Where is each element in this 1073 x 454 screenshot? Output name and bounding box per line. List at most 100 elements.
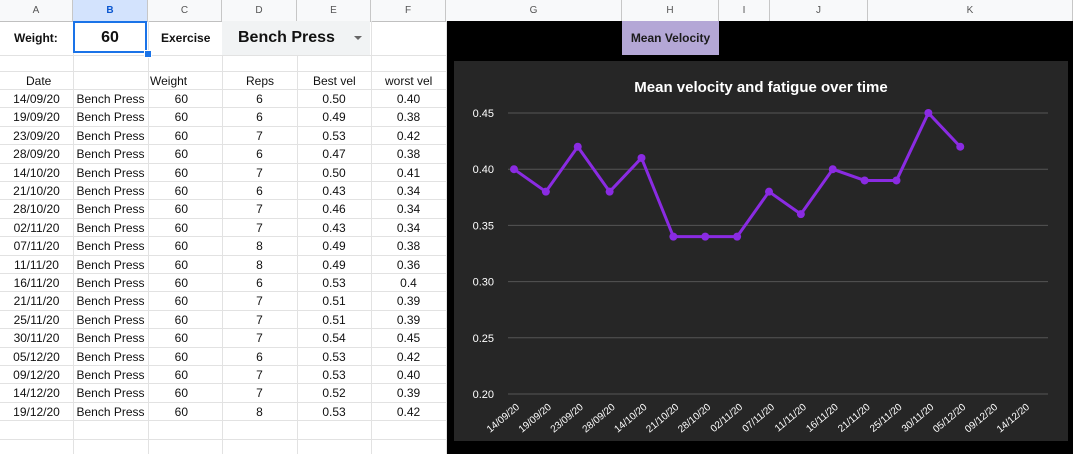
table-cell[interactable]: 02/11/20 — [13, 221, 60, 235]
table-cell[interactable]: Bench Press — [76, 110, 145, 124]
table-cell[interactable]: 19/12/20 — [13, 405, 60, 419]
table-cell[interactable]: 0.49 — [322, 110, 346, 124]
table-cell[interactable]: 60 — [174, 110, 188, 124]
table-cell[interactable]: Bench Press — [76, 166, 145, 180]
table-cell[interactable]: Bench Press — [76, 221, 145, 235]
table-cell[interactable]: 0.41 — [396, 166, 421, 180]
column-header-e[interactable]: E — [297, 0, 371, 21]
table-cell[interactable]: 60 — [174, 166, 188, 180]
table-cell[interactable]: 0.39 — [396, 294, 421, 308]
table-cell[interactable]: 60 — [174, 239, 188, 253]
table-cell[interactable]: 0.34 — [396, 184, 421, 198]
table-cell[interactable]: 0.40 — [396, 92, 421, 106]
table-cell[interactable]: 60 — [174, 350, 188, 364]
table-cell[interactable]: 7 — [256, 386, 263, 400]
table-cell[interactable]: 0.45 — [396, 331, 421, 345]
table-cell[interactable]: 14/10/20 — [13, 166, 60, 180]
table-cell[interactable]: Bench Press — [76, 239, 145, 253]
table-cell[interactable]: 0.34 — [396, 221, 421, 235]
table-cell[interactable]: 0.38 — [396, 147, 421, 161]
table-cell[interactable]: 0.43 — [322, 184, 346, 198]
table-cell[interactable]: 7 — [256, 331, 263, 345]
table-cell[interactable]: 28/10/20 — [13, 202, 60, 216]
table-cell[interactable]: Bench Press — [76, 368, 145, 382]
table-cell[interactable]: 7 — [256, 202, 263, 216]
table-cell[interactable]: 05/12/20 — [13, 350, 60, 364]
table-cell[interactable]: 0.34 — [396, 202, 421, 216]
column-header-d[interactable]: D — [222, 0, 297, 21]
table-cell[interactable]: 21/10/20 — [13, 184, 60, 198]
table-cell[interactable]: 0.53 — [322, 350, 346, 364]
table-cell[interactable]: Bench Press — [76, 350, 145, 364]
table-cell[interactable]: 14/09/20 — [13, 92, 60, 106]
table-cell[interactable]: 0.49 — [322, 239, 346, 253]
table-cell[interactable]: 8 — [256, 258, 263, 272]
table-cell[interactable]: 60 — [174, 221, 188, 235]
table-cell[interactable]: 60 — [174, 129, 188, 143]
table-cell[interactable]: 09/12/20 — [13, 368, 60, 382]
table-cell[interactable]: 0.42 — [396, 129, 421, 143]
table-cell[interactable]: 60 — [174, 405, 188, 419]
table-cell[interactable]: 60 — [174, 184, 188, 198]
table-cell[interactable]: 14/12/20 — [13, 386, 60, 400]
table-cell[interactable]: 0.43 — [322, 221, 346, 235]
table-cell[interactable]: 6 — [256, 276, 263, 290]
table-cell[interactable]: 60 — [174, 368, 188, 382]
table-cell[interactable]: 7 — [256, 221, 263, 235]
table-cell[interactable]: 0.38 — [396, 239, 421, 253]
column-header-j[interactable]: J — [770, 0, 868, 21]
table-cell[interactable]: 7 — [256, 129, 263, 143]
table-cell[interactable]: Bench Press — [76, 184, 145, 198]
mean-velocity-button[interactable]: Mean Velocity — [622, 21, 719, 55]
table-cell[interactable]: 07/11/20 — [13, 239, 60, 253]
table-cell[interactable]: 0.42 — [396, 405, 421, 419]
table-cell[interactable]: 6 — [256, 184, 263, 198]
table-cell[interactable]: Bench Press — [76, 92, 145, 106]
table-cell[interactable]: 60 — [174, 294, 188, 308]
table-cell[interactable]: 7 — [256, 313, 263, 327]
table-cell[interactable]: 0.50 — [322, 92, 346, 106]
table-cell[interactable]: 6 — [256, 110, 263, 124]
table-cell[interactable]: 7 — [256, 368, 263, 382]
table-cell[interactable]: 60 — [174, 92, 188, 106]
table-cell[interactable]: 25/11/20 — [13, 313, 60, 327]
exercise-dropdown[interactable]: Bench Press — [222, 21, 370, 55]
weight-input-cell[interactable] — [73, 21, 147, 53]
column-header-h[interactable]: H — [622, 0, 719, 21]
table-cell[interactable]: 6 — [256, 350, 263, 364]
table-cell[interactable]: 16/11/20 — [13, 276, 60, 290]
table-cell[interactable]: 60 — [174, 276, 188, 290]
table-cell[interactable]: 0.4 — [400, 276, 417, 290]
table-cell[interactable]: 0.39 — [396, 313, 421, 327]
table-cell[interactable]: 0.39 — [396, 386, 421, 400]
table-cell[interactable]: 0.40 — [396, 368, 421, 382]
table-cell[interactable]: Bench Press — [76, 294, 145, 308]
table-cell[interactable]: 8 — [256, 405, 263, 419]
table-cell[interactable]: 60 — [174, 331, 188, 345]
velocity-line-chart[interactable]: Mean velocity and fatigue over time 0.20 0… — [454, 61, 1068, 441]
selection-fill-handle[interactable] — [144, 50, 152, 58]
column-header-a[interactable]: A — [0, 0, 73, 21]
table-cell[interactable]: 6 — [256, 92, 263, 106]
table-cell[interactable]: Bench Press — [76, 129, 145, 143]
table-cell[interactable]: 0.53 — [322, 405, 346, 419]
table-cell[interactable]: 0.53 — [322, 368, 346, 382]
table-cell[interactable]: 6 — [256, 147, 263, 161]
table-cell[interactable]: 7 — [256, 294, 263, 308]
table-cell[interactable]: Bench Press — [76, 202, 145, 216]
table-cell[interactable]: 60 — [174, 147, 188, 161]
table-cell[interactable]: 0.42 — [396, 350, 421, 364]
table-cell[interactable]: 0.53 — [322, 129, 346, 143]
column-header-k[interactable]: K — [868, 0, 1073, 21]
table-cell[interactable]: 0.38 — [396, 110, 421, 124]
table-cell[interactable]: 28/09/20 — [13, 147, 60, 161]
table-cell[interactable]: 0.50 — [322, 166, 346, 180]
column-header-f[interactable]: F — [371, 0, 446, 21]
table-cell[interactable]: 0.51 — [322, 313, 346, 327]
column-header-g[interactable]: G — [446, 0, 622, 21]
table-cell[interactable]: 21/11/20 — [13, 294, 60, 308]
column-header-c[interactable]: C — [148, 0, 222, 21]
table-cell[interactable]: Bench Press — [76, 405, 145, 419]
table-cell[interactable]: 60 — [174, 202, 188, 216]
table-cell[interactable]: 0.54 — [322, 331, 346, 345]
